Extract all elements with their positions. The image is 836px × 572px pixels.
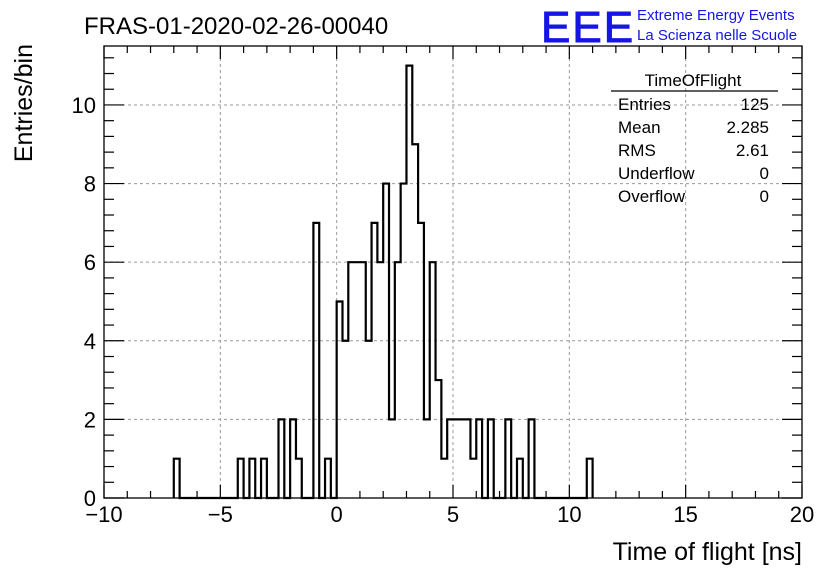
stats-box: TimeOfFlight Entries 125 Mean 2.285 RMS … [611, 71, 778, 206]
histogram-bin [354, 262, 360, 498]
x-tick-label: 10 [557, 502, 581, 527]
logo-line2: La Scienza nelle Scuole [637, 27, 797, 44]
x-axis-label: Time of flight [ns] [613, 538, 802, 566]
y-tick-label: 6 [84, 250, 96, 275]
x-tick-label: 0 [331, 502, 343, 527]
x-tick-label: −10 [85, 502, 122, 527]
logo-mark: EEE [541, 3, 635, 52]
x-tick-label: 15 [673, 502, 697, 527]
stats-value-underflow: 0 [760, 164, 769, 183]
histogram-bin [441, 459, 447, 498]
plot-frame [103, 45, 803, 499]
x-tick-label: 20 [790, 502, 814, 527]
histogram-bin [377, 262, 383, 498]
y-tick-labels: 0 2 4 6 8 10 [72, 93, 96, 511]
stats-label-rms: RMS [618, 141, 656, 160]
stats-label-mean: Mean [618, 118, 661, 137]
chart-title: FRAS-01-2020-02-26-00040 [84, 13, 388, 40]
x-tick-labels: −10 −5 0 5 10 15 20 [85, 502, 814, 527]
histogram-bin [389, 419, 395, 498]
x-tick-label: 5 [447, 502, 459, 527]
grid-lines [104, 46, 802, 498]
y-axis-label: Entries/bin [10, 44, 38, 162]
y-tick-label: 4 [84, 329, 96, 354]
histogram-bin [453, 419, 459, 498]
y-tick-label: 2 [84, 407, 96, 432]
stats-value-overflow: 0 [760, 187, 769, 206]
logo-line1: Extreme Energy Events [637, 7, 795, 24]
histogram-outline [172, 64, 594, 500]
stats-value-entries: 125 [741, 95, 769, 114]
stats-label-underflow: Underflow [618, 164, 695, 183]
y-tick-label: 10 [72, 93, 96, 118]
y-tick-label: 8 [84, 172, 96, 197]
stats-value-mean: 2.285 [726, 118, 769, 137]
stats-title: TimeOfFlight [645, 71, 742, 90]
eee-logo: EEE Extreme Energy Events La Scienza nel… [541, 3, 798, 53]
stats-label-overflow: Overflow [618, 187, 686, 206]
y-tick-label: 0 [84, 486, 96, 511]
histogram-bin [424, 419, 430, 498]
histogram-bars [172, 64, 594, 500]
stats-label-entries: Entries [618, 95, 671, 114]
histogram-bin [470, 459, 476, 498]
histogram-bin [459, 419, 465, 498]
x-tick-label: −5 [208, 502, 233, 527]
stats-value-rms: 2.61 [736, 141, 769, 160]
